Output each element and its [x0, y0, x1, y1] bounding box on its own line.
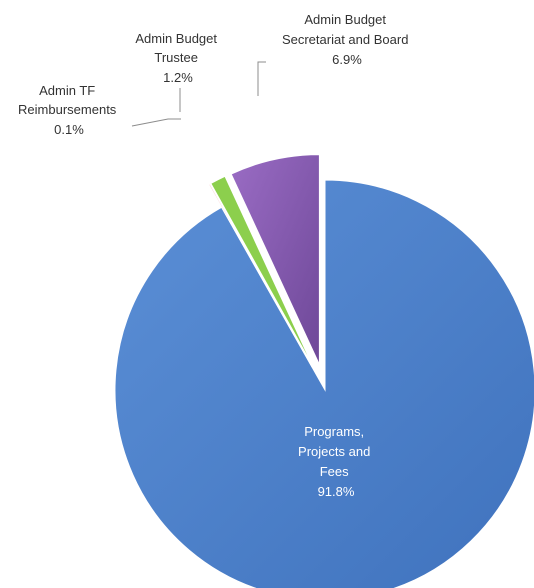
slice-admin-tf	[208, 183, 313, 368]
slice-label-admin-tf: Admin TF Reimbursements 0.1%	[18, 83, 120, 137]
slice-label-trustee: Admin Budget Trustee 1.2%	[135, 31, 220, 85]
leader-secretariat	[257, 61, 266, 96]
slice-label-programs-line2: Projects and	[298, 444, 370, 459]
leader-admin-tf	[131, 118, 181, 127]
slice-label-secretariat-line1: Admin Budget	[304, 12, 386, 27]
slice-label-secretariat-line2: Secretariat and Board	[282, 32, 408, 47]
slice-value-programs: 91.8%	[318, 484, 355, 499]
slice-label-programs: Programs, Projects and Fees 91.8%	[298, 424, 374, 499]
slice-value-trustee: 1.2%	[163, 70, 193, 85]
slice-secretariat	[230, 154, 320, 365]
slice-label-secretariat: Admin Budget Secretariat and Board 6.9%	[282, 12, 412, 67]
slice-value-secretariat: 6.9%	[332, 52, 362, 67]
slice-label-admin-tf-line1: Admin TF	[39, 83, 95, 98]
slice-label-admin-tf-line2: Reimbursements	[18, 102, 117, 117]
slice-label-programs-line3: Fees	[320, 464, 349, 479]
slice-label-trustee-line2: Trustee	[154, 50, 198, 65]
slice-label-programs-line1: Programs,	[304, 424, 364, 439]
slice-trustee	[210, 175, 314, 368]
slice-value-admin-tf: 0.1%	[54, 122, 84, 137]
slice-label-trustee-line1: Admin Budget	[135, 31, 217, 46]
slice-programs	[114, 179, 534, 588]
